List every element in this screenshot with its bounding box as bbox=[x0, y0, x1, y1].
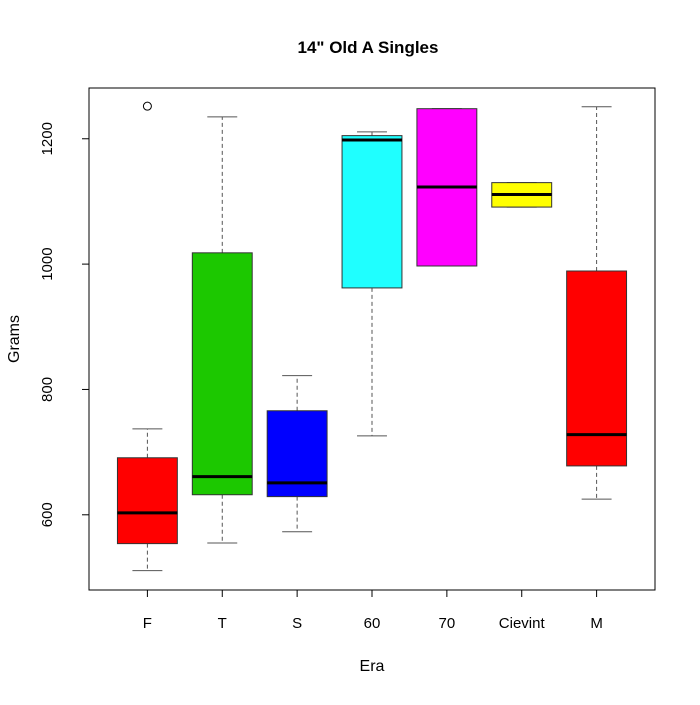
box-iqr bbox=[341, 135, 403, 289]
y-tick-label: 1000 bbox=[39, 247, 56, 280]
box-iqr bbox=[116, 457, 178, 545]
box-M bbox=[566, 106, 628, 500]
box-70 bbox=[416, 108, 478, 267]
box-S bbox=[266, 375, 328, 533]
x-tick-label: M bbox=[590, 615, 603, 632]
chart-title: 14" Old A Singles bbox=[298, 38, 439, 57]
outlier-point bbox=[142, 101, 152, 111]
y-tick-label: 600 bbox=[39, 502, 56, 527]
x-tick-label: 70 bbox=[439, 615, 456, 632]
x-tick-label: T bbox=[218, 615, 227, 632]
box-iqr bbox=[566, 270, 628, 467]
box-Cievint bbox=[491, 182, 553, 208]
box-60 bbox=[341, 131, 403, 437]
x-tick-label: F bbox=[143, 615, 152, 632]
y-tick-label: 1200 bbox=[39, 122, 56, 155]
y-axis-label: Grams bbox=[6, 315, 23, 363]
x-tick-label: 60 bbox=[364, 615, 381, 632]
box-iqr bbox=[191, 252, 253, 496]
y-tick-label: 800 bbox=[39, 377, 56, 402]
x-tick-label: Cievint bbox=[499, 615, 546, 632]
box-F bbox=[116, 101, 178, 572]
x-tick-label: S bbox=[292, 615, 302, 632]
x-axis-label: Era bbox=[360, 658, 385, 675]
box-T bbox=[191, 116, 253, 544]
